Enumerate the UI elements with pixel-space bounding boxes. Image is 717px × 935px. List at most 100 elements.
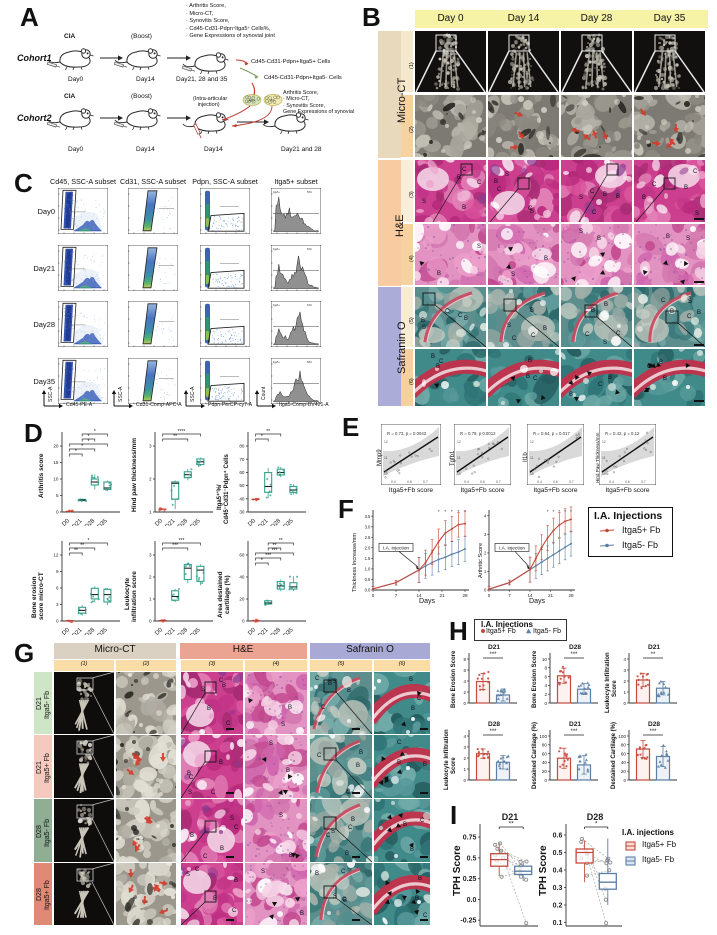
svg-text:***: *** xyxy=(570,652,578,658)
svg-text:*: * xyxy=(444,509,446,514)
svg-text:I.A. injection: I.A. injection xyxy=(499,545,525,551)
svg-text:3: 3 xyxy=(149,553,152,558)
svg-text:0.25: 0.25 xyxy=(463,876,477,883)
svg-text:C: C xyxy=(317,753,322,759)
svg-text:B: B xyxy=(530,308,534,314)
svg-text:*: * xyxy=(438,509,440,514)
svg-text:60: 60 xyxy=(239,470,245,475)
svg-text:B: B xyxy=(604,302,608,308)
svg-text:2: 2 xyxy=(623,679,626,684)
svg-text:I.A. injection: I.A. injection xyxy=(383,545,409,551)
svg-text:B: B xyxy=(437,271,441,277)
svg-text:S: S xyxy=(422,199,426,205)
svg-text:C: C xyxy=(661,298,666,304)
svg-text:S: S xyxy=(579,229,583,235)
svg-text:D28: D28 xyxy=(569,644,581,651)
svg-text:*: * xyxy=(94,429,96,435)
svg-text:64%: 64% xyxy=(307,304,313,307)
svg-text:C: C xyxy=(533,376,538,382)
svg-text:C: C xyxy=(219,678,224,684)
svg-text:Itga5+: Itga5+ xyxy=(273,191,280,194)
svg-text:2: 2 xyxy=(463,756,466,761)
svg-text:*: * xyxy=(261,434,263,440)
svg-text:0.5: 0.5 xyxy=(467,855,477,862)
svg-text:B: B xyxy=(659,360,663,366)
svg-text:D21: D21 xyxy=(502,812,519,822)
svg-text:**: ** xyxy=(173,434,177,440)
svg-text:D35: D35 xyxy=(283,518,295,526)
svg-text:Itga5+: Itga5+ xyxy=(273,248,280,251)
svg-text:3: 3 xyxy=(56,602,59,607)
svg-text:C: C xyxy=(326,833,331,839)
svg-text:Itga5+: Itga5+ xyxy=(273,304,280,307)
svg-text:D28: D28 xyxy=(177,518,189,526)
svg-text:11: 11 xyxy=(602,456,606,460)
svg-text:***: *** xyxy=(649,729,657,735)
svg-text:B: B xyxy=(288,705,292,711)
svg-text:C: C xyxy=(512,336,517,342)
svg-text:40: 40 xyxy=(621,760,627,765)
svg-text:0: 0 xyxy=(149,619,152,624)
svg-text:S: S xyxy=(261,869,265,875)
svg-text:60: 60 xyxy=(621,751,627,756)
svg-text:0.6: 0.6 xyxy=(553,832,563,839)
svg-text:D21: D21 xyxy=(72,627,84,635)
svg-text:30: 30 xyxy=(239,510,245,515)
svg-text:S: S xyxy=(188,790,192,796)
svg-text:2: 2 xyxy=(544,692,547,697)
svg-text:****: **** xyxy=(178,429,186,435)
svg-text:D35: D35 xyxy=(190,518,202,526)
svg-text:B: B xyxy=(222,683,226,689)
svg-text:D35: D35 xyxy=(283,627,295,635)
svg-text:11: 11 xyxy=(384,456,388,460)
svg-text:*: * xyxy=(88,434,90,440)
svg-text:0: 0 xyxy=(242,619,245,624)
svg-text:56%: 56% xyxy=(307,191,313,194)
svg-text:10: 10 xyxy=(530,472,534,476)
svg-text:**: ** xyxy=(279,538,283,544)
svg-text:**: ** xyxy=(273,543,277,549)
svg-text:*: * xyxy=(547,509,549,514)
svg-text:0: 0 xyxy=(544,778,547,783)
svg-text:C: C xyxy=(226,721,231,727)
svg-text:60: 60 xyxy=(239,553,245,558)
svg-text:D21: D21 xyxy=(258,518,270,526)
svg-text:0.1: 0.1 xyxy=(553,920,563,927)
svg-text:11: 11 xyxy=(530,456,534,460)
svg-text:C: C xyxy=(616,331,621,337)
svg-text:4: 4 xyxy=(484,513,487,518)
svg-text:1: 1 xyxy=(149,597,152,602)
svg-text:B: B xyxy=(670,309,674,315)
svg-text:50: 50 xyxy=(239,483,245,488)
svg-text:9: 9 xyxy=(56,569,59,574)
svg-text:B: B xyxy=(411,706,415,712)
svg-text:***: *** xyxy=(570,729,578,735)
svg-text:C: C xyxy=(342,897,347,903)
svg-text:0: 0 xyxy=(488,593,491,598)
svg-text:*: * xyxy=(464,509,466,514)
svg-text:10: 10 xyxy=(542,657,548,662)
svg-text:6: 6 xyxy=(56,586,59,591)
svg-text:B: B xyxy=(220,846,224,852)
svg-text:C: C xyxy=(341,869,346,875)
svg-text:B: B xyxy=(543,326,547,332)
svg-text:D21: D21 xyxy=(72,518,84,526)
svg-text:1: 1 xyxy=(149,510,152,515)
svg-text:B: B xyxy=(359,750,363,756)
svg-text:28: 28 xyxy=(462,593,468,598)
svg-text:*: * xyxy=(553,509,555,514)
svg-text:0.7: 0.7 xyxy=(569,480,574,484)
svg-text:0.7: 0.7 xyxy=(423,480,428,484)
svg-text:B: B xyxy=(328,681,332,687)
svg-text:40: 40 xyxy=(239,575,245,580)
svg-text:*: * xyxy=(261,558,263,564)
svg-text:D28: D28 xyxy=(177,627,189,635)
svg-text:0.75: 0.75 xyxy=(463,835,477,842)
svg-text:**: ** xyxy=(80,543,84,549)
svg-text:0.6: 0.6 xyxy=(553,480,558,484)
svg-text:100: 100 xyxy=(539,734,547,739)
svg-text:Itga5+: Itga5+ xyxy=(273,361,280,364)
svg-text:C: C xyxy=(232,908,237,914)
svg-text:2.0: 2.0 xyxy=(365,545,371,550)
svg-text:2.5: 2.5 xyxy=(365,535,371,540)
